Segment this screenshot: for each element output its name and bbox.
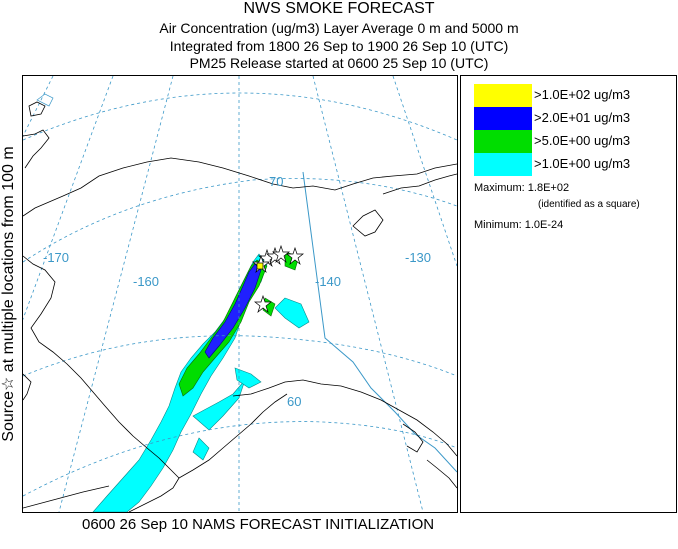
coastlines	[23, 101, 457, 512]
lon-label-160: -160	[133, 274, 159, 289]
inland-water	[36, 93, 54, 107]
lon-label-130: -130	[405, 250, 431, 265]
lat-label-70: 70	[269, 174, 283, 189]
plume-cyan	[92, 253, 310, 512]
release-start: PM25 Release started at 0600 25 Sep 10 (…	[189, 55, 489, 71]
legend-row-4: >1.0E+00 ug/m3	[474, 153, 674, 176]
border-line	[302, 171, 457, 473]
lon-label-170: -170	[43, 250, 69, 265]
lat-label-60: 60	[287, 394, 301, 409]
legend-label-1: >1.0E+02 ug/m3	[534, 87, 631, 102]
source-label: Source☆ at multiple locations from 100 m	[0, 146, 17, 442]
lon-label-140: -140	[315, 274, 341, 289]
graticule	[23, 76, 457, 512]
initialization-footer: 0600 26 Sep 10 NAMS FORECAST INITIALIZAT…	[82, 516, 435, 533]
maximum-note: (identified as a square)	[538, 199, 640, 210]
legend-swatch-cyan	[474, 153, 532, 176]
forecast-title: NWS SMOKE FORECAST	[243, 0, 435, 17]
source-markers	[252, 244, 304, 314]
legend-label-3: >5.0E+00 ug/m3	[534, 133, 631, 148]
minimum-value: Minimum: 1.0E-24	[474, 219, 564, 231]
legend-row-1: >1.0E+02 ug/m3	[474, 84, 674, 107]
legend-swatch-blue	[474, 107, 532, 130]
legend-panel: >1.0E+02 ug/m3 >2.0E+01 ug/m3 >5.0E+00 u…	[460, 75, 677, 513]
legend-label-4: >1.0E+00 ug/m3	[534, 156, 631, 171]
legend-swatch-yellow	[474, 84, 532, 107]
legend-row-2: >2.0E+01 ug/m3	[474, 107, 674, 130]
concentration-subtitle: Air Concentration (ug/m3) Layer Average …	[159, 20, 519, 36]
legend-swatch-green	[474, 130, 532, 153]
plume-blue	[204, 263, 262, 359]
legend-row-3: >5.0E+00 ug/m3	[474, 130, 674, 153]
integration-period: Integrated from 1800 26 Sep to 1900 26 S…	[169, 38, 509, 54]
smoke-map: -170 -160 -140 -130 70 60	[22, 75, 458, 513]
legend-label-2: >2.0E+01 ug/m3	[534, 110, 631, 125]
maximum-value: Maximum: 1.8E+02	[474, 182, 570, 194]
